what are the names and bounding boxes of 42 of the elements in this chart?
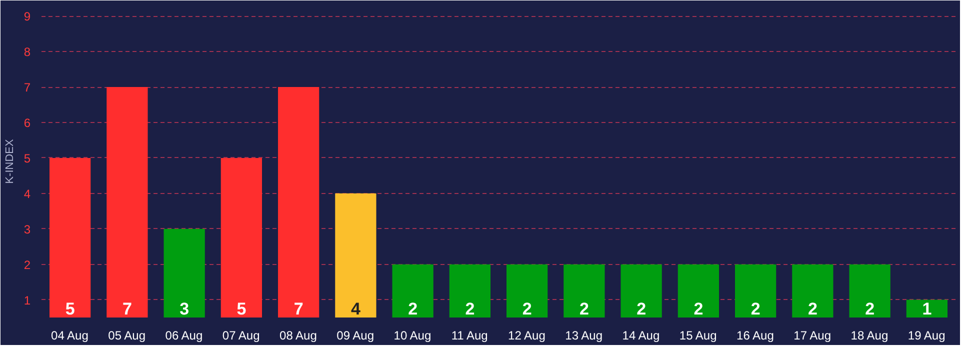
x-tick-label: 17 Aug: [794, 328, 832, 342]
y-tick-label: 8: [24, 45, 31, 60]
x-tick-label: 05 Aug: [108, 328, 146, 342]
y-tick-label: 3: [24, 222, 31, 236]
x-tick-label: 12 Aug: [508, 328, 546, 342]
data-label: 2: [579, 300, 589, 318]
data-label: 2: [636, 300, 646, 318]
data-label: 1: [922, 300, 932, 318]
x-tick-label: 07 Aug: [222, 328, 260, 342]
x-tick-label: 15 Aug: [679, 328, 717, 342]
data-label: 7: [294, 300, 304, 318]
y-tick-label: 4: [24, 186, 31, 201]
data-label: 5: [65, 300, 75, 318]
y-tick-label: 6: [24, 116, 31, 130]
x-tick-label: 18 Aug: [850, 328, 888, 342]
data-label: 2: [408, 300, 418, 318]
y-tick-label: 5: [24, 151, 31, 166]
x-tick-label: 06 Aug: [165, 328, 203, 342]
x-tick-label: 04 Aug: [51, 328, 88, 342]
x-tick-label: 09 Aug: [336, 328, 374, 342]
x-tick-label: 19 Aug: [908, 328, 946, 342]
y-tick-label: 2: [24, 258, 31, 272]
y-tick-label: 9: [24, 10, 31, 24]
data-label: 3: [180, 300, 190, 318]
data-label: 2: [808, 300, 818, 318]
data-label: 2: [694, 300, 704, 318]
data-label: 2: [865, 300, 875, 318]
y-axis-title: K-INDEX: [4, 138, 16, 184]
y-tick-label: 7: [24, 80, 31, 95]
data-label: 2: [465, 300, 475, 318]
x-tick-label: 13 Aug: [565, 328, 603, 342]
data-label: 5: [236, 300, 246, 318]
x-tick-label: 14 Aug: [622, 328, 660, 342]
y-tick-label: 1: [24, 293, 31, 308]
x-tick-label: 08 Aug: [280, 328, 317, 342]
data-label: 2: [750, 300, 760, 318]
data-label: 2: [522, 300, 532, 318]
x-tick-label: 16 Aug: [736, 328, 774, 342]
data-label: 4: [350, 300, 361, 318]
x-tick-label: 10 Aug: [394, 328, 432, 342]
x-tick-label: 11 Aug: [451, 328, 488, 342]
data-label: 7: [122, 300, 132, 318]
